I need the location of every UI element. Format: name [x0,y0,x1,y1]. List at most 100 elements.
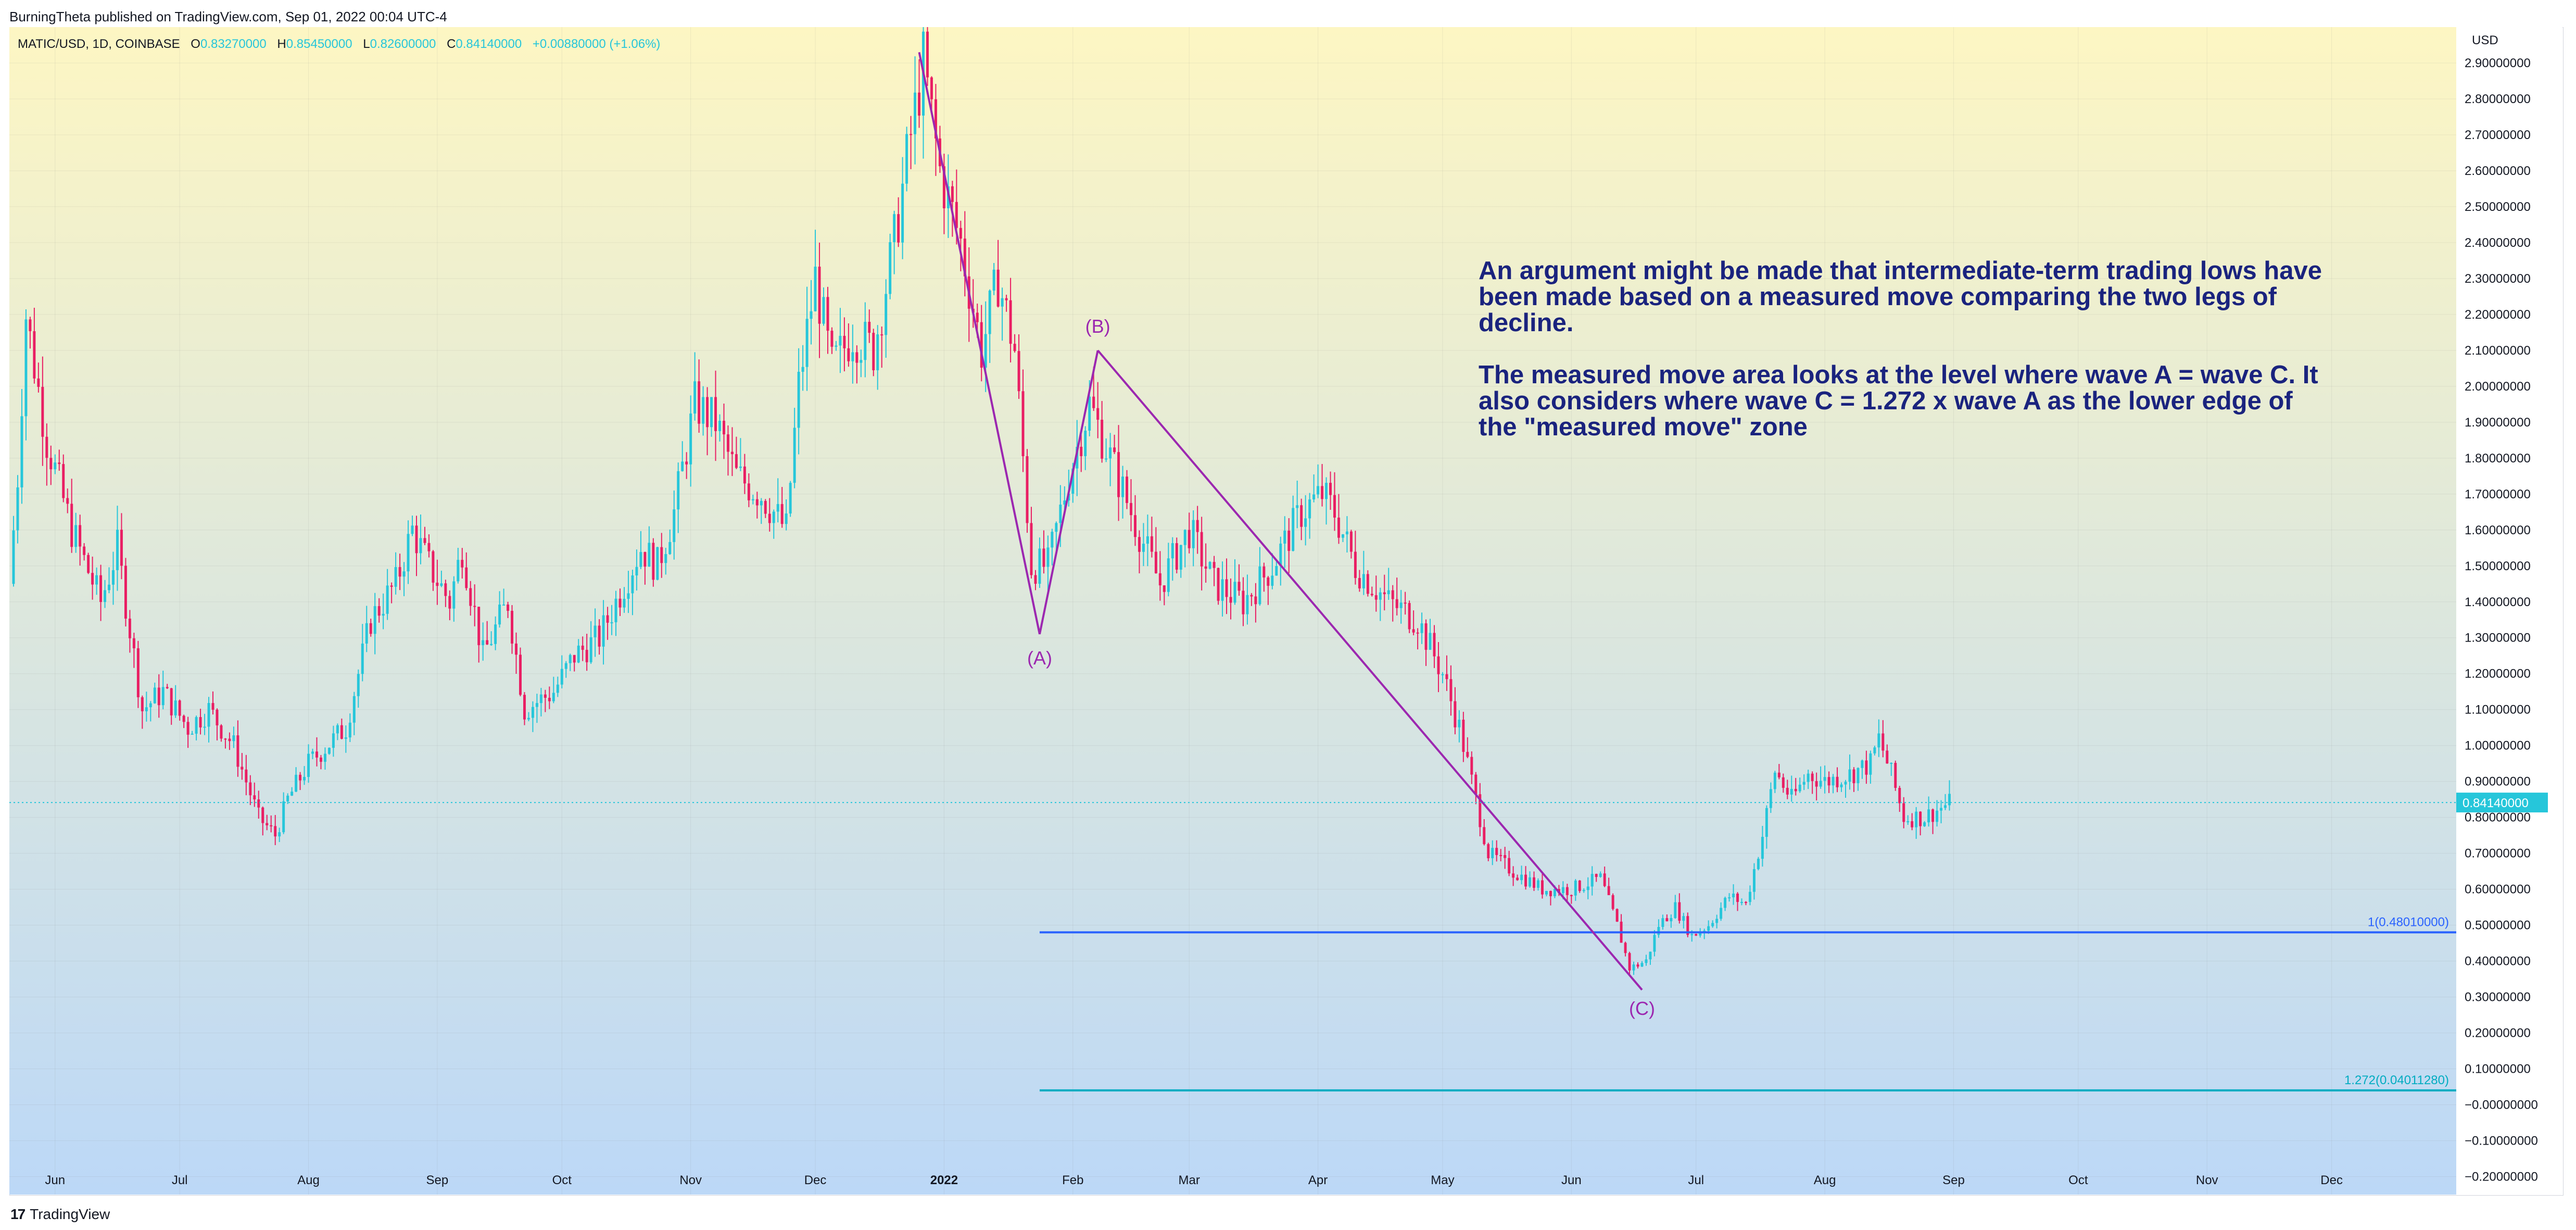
candle-body [332,733,335,748]
candle-body [1682,916,1685,921]
y-tick-label: 2.20000000 [2465,308,2531,322]
candle-body [556,684,559,693]
candle-body [203,726,206,728]
candle-body [124,566,127,619]
candle-body [996,269,1000,307]
candle-body [1724,898,1727,908]
candle-body [1578,880,1581,891]
x-tick-label: Dec [804,1173,827,1187]
brand-name[interactable]: TradingView [30,1206,110,1222]
candle-body [1752,869,1756,892]
candle-body [992,269,995,291]
candle-body [1840,784,1843,787]
candle-body [1699,932,1702,936]
candle-body [1055,523,1058,532]
candle-body [623,598,626,608]
x-tick-label: Jul [1688,1173,1704,1187]
candle-body [780,504,784,524]
candle-body [934,99,937,139]
candle-body [136,648,140,697]
candle-body [1238,582,1241,591]
candle-body [261,807,264,823]
y-tick-label: −0.00000000 [2465,1098,2538,1112]
wave-line [1097,349,1643,991]
y-tick-label: 2.10000000 [2465,344,2531,358]
legend-change: +0.00880000 (+1.06%) [532,37,661,51]
candle-body [768,513,771,523]
candle-body [311,751,314,754]
candle-body [905,134,908,184]
candle-body [1923,822,1926,826]
candle-body [1728,897,1731,899]
candle-body [1645,959,1648,963]
candle-body [552,693,555,701]
candle-body [398,567,401,577]
candle-body [681,461,684,471]
candle-body [112,570,115,585]
candle-body [236,735,239,767]
candle-body [1412,629,1415,633]
chart-background [9,27,2456,1195]
candle-body [1690,934,1694,935]
candle-body [1466,751,1469,757]
candle-body [157,687,160,706]
candle-body [1470,757,1473,775]
candle-body [1454,701,1457,727]
legend-symbol[interactable]: MATIC/USD, 1D, COINBASE [18,37,180,51]
candle-body [1533,877,1535,888]
candle-body [689,413,692,465]
tradingview-logo-icon[interactable]: 17 [10,1206,26,1222]
candle-body [1906,821,1910,823]
candle-body [1565,887,1569,895]
candle-body [79,525,82,547]
candle-body [274,826,277,837]
candle-body [270,825,273,826]
candle-body [74,525,78,547]
last-price-tag [2456,793,2548,813]
candle-body [207,703,210,727]
fib-level-label: 1.272(0.04011280) [2344,1073,2449,1087]
candle-body [976,312,979,322]
candle-body [29,319,32,331]
y-tick-label: 2.50000000 [2465,200,2531,214]
candle-body [1624,943,1627,953]
candle-body [1005,298,1008,300]
candle-body [1213,562,1216,568]
wave-line [918,52,1041,635]
candle-body [1051,532,1054,548]
candle-body [1013,344,1016,352]
candle-body [1279,543,1282,567]
candle-body [1362,574,1365,588]
x-tick-label: Oct [2068,1173,2088,1187]
candle-body [860,360,863,363]
candle-body [1819,781,1822,787]
candle-body [199,717,202,727]
candle-body [323,754,326,762]
candle-body [1192,520,1195,548]
candle-body [20,416,23,487]
y-tick-label: 0.60000000 [2465,883,2531,897]
candle-body [814,267,817,311]
candle-body [1649,951,1652,960]
candle-body [1823,777,1826,781]
x-tick-label: Nov [679,1173,702,1187]
candle-body [166,687,169,688]
candle-body [469,588,472,606]
candle-body [885,294,888,335]
candle-body [1408,603,1411,630]
candle-body [377,606,381,616]
candle-body [1599,873,1602,877]
candle-body [132,638,135,648]
candle-body [1590,874,1594,887]
legend-close: 0.84140000 [456,37,522,51]
candle-body [1076,446,1079,469]
candle-body [805,319,809,367]
y-tick-label: 0.70000000 [2465,847,2531,861]
candle-body [62,464,65,498]
candle-body [880,334,883,336]
price-chart[interactable]: 1(0.48010000) 1.272(0.04011280) (A) (B) (C)… [9,27,2562,1195]
candle-body [1449,679,1453,701]
candle-body [95,575,98,585]
candle-body [1046,547,1050,567]
candle-body [266,823,269,825]
